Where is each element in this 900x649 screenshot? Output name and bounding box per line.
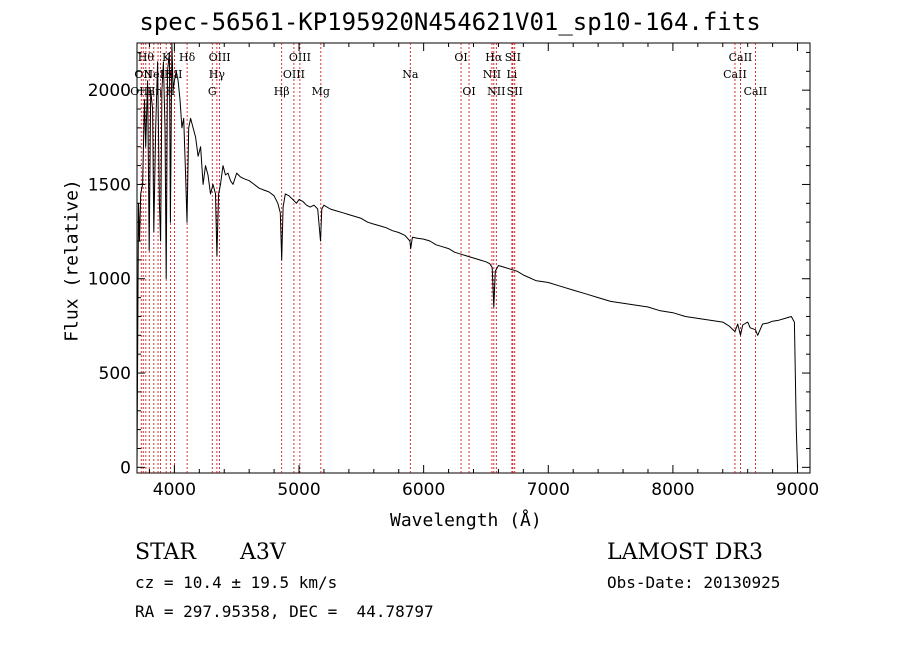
- y-axis-label: Flux (relative): [61, 179, 83, 342]
- x-tick-label: 7000: [527, 480, 570, 500]
- y-tick-label: 1500: [88, 175, 131, 195]
- ra-dec-coordinates: RA = 297.95358, DEC = 44.78797: [135, 602, 434, 621]
- observation-date: Obs-Date: 20130925: [607, 573, 781, 592]
- x-tick-label: 5000: [277, 480, 320, 500]
- marker-label: Hα: [485, 51, 503, 64]
- x-tick-label: 8000: [651, 480, 694, 500]
- marker-label: NII: [483, 68, 501, 81]
- marker-label: OIII: [209, 51, 231, 64]
- object-subclass: A3V: [240, 540, 286, 565]
- marker-label: Li: [506, 68, 517, 81]
- marker-label: OIII: [283, 68, 305, 81]
- marker-label: OI: [454, 51, 467, 64]
- survey-name: LAMOST DR3: [607, 540, 763, 565]
- x-axis-label: Wavelength (Å): [390, 510, 542, 531]
- marker-label: Hγ: [209, 68, 226, 81]
- marker-label: SII: [505, 51, 521, 64]
- marker-label: K: [162, 51, 171, 64]
- object-class: STAR: [135, 540, 196, 565]
- marker-label: SII: [166, 68, 182, 81]
- marker-label: Na: [402, 68, 419, 81]
- x-tick-label: 6000: [402, 480, 445, 500]
- y-tick-label: 1000: [88, 270, 131, 290]
- marker-label: Mg: [312, 85, 330, 98]
- x-tick-label: 4000: [153, 480, 196, 500]
- x-tick-label: 9000: [776, 480, 819, 500]
- line-markers: OIIIOIIHθHηNeIIIKHSIIHδGHγOIIIHβOIIIOIII…: [130, 43, 767, 473]
- y-tick-label: 500: [99, 364, 131, 384]
- marker-label: Hθ: [138, 51, 155, 64]
- marker-label: Hβ: [274, 85, 290, 98]
- marker-label: SII: [507, 85, 523, 98]
- marker-label: CaII: [729, 51, 753, 64]
- redshift-cz: cz = 10.4 ± 19.5 km/s: [135, 573, 338, 592]
- marker-label: OIII: [289, 51, 311, 64]
- y-tick-label: 0: [120, 458, 131, 478]
- spectrum-line: [136, 42, 798, 468]
- marker-label: CaII: [744, 85, 768, 98]
- marker-label: CaII: [723, 68, 747, 81]
- marker-label: NII: [487, 85, 505, 98]
- marker-label: Hδ: [179, 51, 196, 64]
- marker-label: G: [208, 85, 217, 98]
- chart-title: spec-56561-KP195920N454621V01_sp10-164.f…: [139, 8, 761, 36]
- marker-label: OI: [462, 85, 475, 98]
- y-tick-label: 2000: [88, 81, 131, 101]
- marker-label: H: [166, 85, 176, 98]
